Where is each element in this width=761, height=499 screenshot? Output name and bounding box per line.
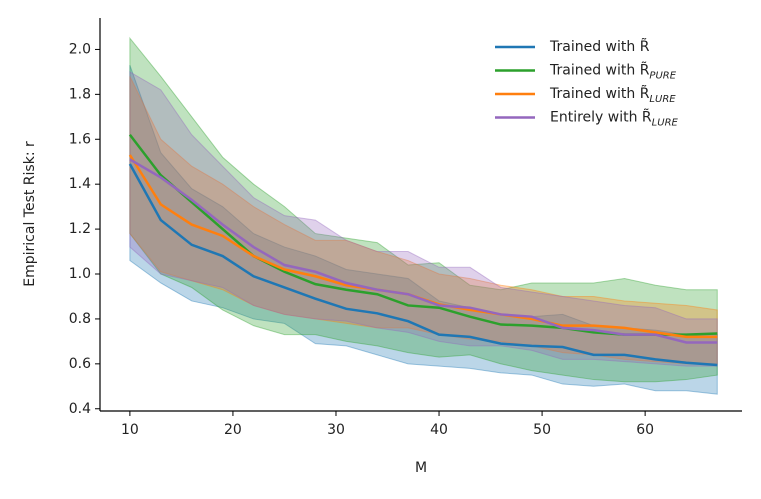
y-tick-label: 1.4 [69, 176, 91, 192]
x-tick-label: 20 [224, 422, 242, 438]
y-tick-label: 2.0 [69, 41, 91, 57]
legend-name: Trained with R̃ [549, 85, 650, 102]
legend-name: Trained with R̃ [549, 62, 650, 79]
series-line [128, 163, 718, 367]
legend-name: Trained with R̃ [549, 38, 650, 55]
series-line [129, 158, 718, 344]
x-tick-label: 60 [636, 422, 654, 438]
y-tick-label: 0.6 [69, 356, 91, 372]
legend-subscript: LURE [652, 118, 679, 129]
y-tick-label: 1.8 [69, 86, 91, 102]
x-tick-label: 40 [430, 422, 448, 438]
y-axis-label: Empirical Test Risk: r [22, 141, 38, 287]
y-tick-label: 1.2 [69, 221, 91, 237]
legend-name: Entirely with R̃ [550, 109, 652, 126]
legend-subscript: LURE [649, 94, 676, 105]
legend-label: Trained with R̃ [549, 38, 650, 55]
legend-subscript: PURE [649, 71, 676, 82]
y-tick-label: 0.8 [69, 311, 91, 327]
y-tick-label: 1.6 [69, 131, 91, 147]
y-tick-label: 0.4 [69, 401, 91, 417]
confidence-band [129, 36, 718, 383]
x-tick-label: 30 [327, 422, 345, 438]
y-tick-label: 1.0 [69, 266, 91, 282]
legend-label: Trained with R̃LURE [549, 85, 676, 105]
x-axis-label: M [415, 460, 427, 476]
legend-label: Trained with R̃PURE [549, 62, 677, 82]
confidence-band [129, 71, 718, 367]
x-tick-label: 10 [121, 422, 139, 438]
x-tick-label: 50 [533, 422, 551, 438]
confidence-band [129, 64, 718, 395]
legend-label: Entirely with R̃LURE [550, 109, 679, 129]
